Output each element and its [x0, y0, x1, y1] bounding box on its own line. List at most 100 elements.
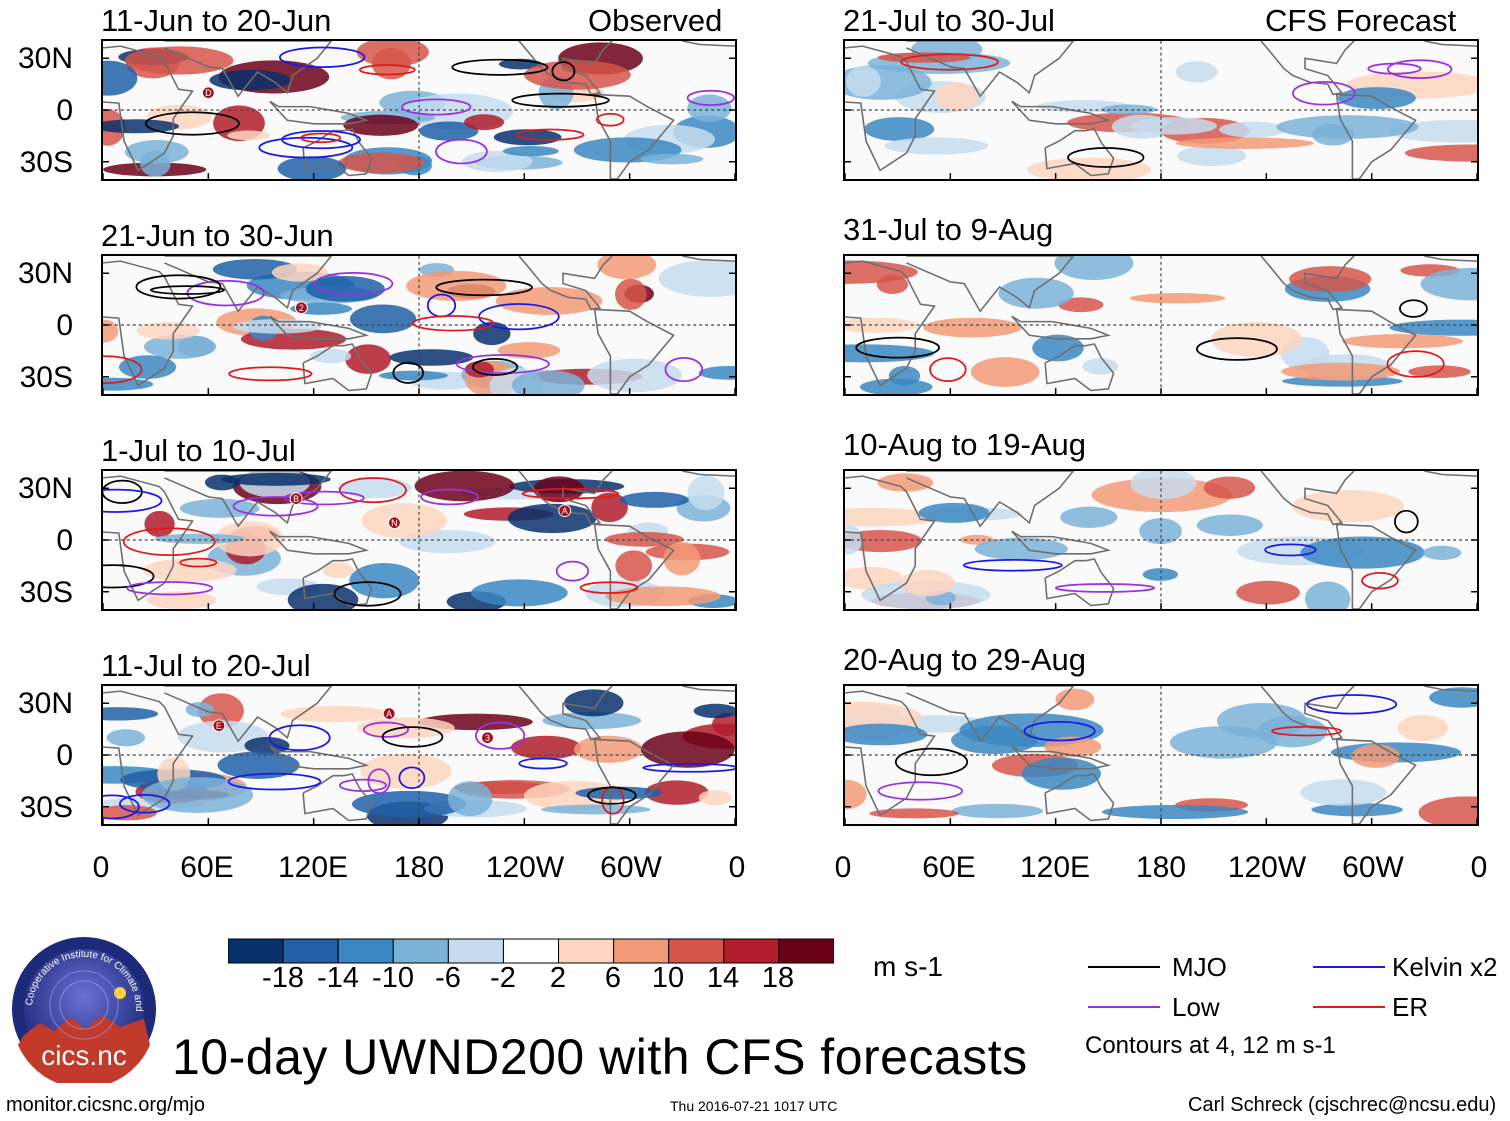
coastline	[269, 315, 370, 340]
anomaly-blob	[141, 777, 254, 813]
contour-low	[877, 781, 964, 801]
contour-low	[401, 98, 472, 116]
anomaly-blob	[214, 521, 284, 557]
contour-mjo	[855, 336, 941, 359]
storm-marker	[387, 516, 401, 530]
storm-marker-label: A	[562, 506, 568, 516]
contour-low	[232, 496, 319, 517]
coastline	[1424, 471, 1477, 477]
anomaly-blob	[204, 474, 240, 491]
contour-mjo	[1196, 337, 1278, 361]
coastline	[1424, 686, 1477, 692]
coastline	[1011, 100, 1112, 125]
coastline	[1011, 530, 1112, 555]
anomaly-blob	[227, 130, 270, 141]
anomaly-blob	[1236, 580, 1300, 605]
anomaly-blob	[379, 370, 448, 381]
legend-line-er	[1313, 1006, 1385, 1008]
anomaly-blob	[493, 129, 562, 146]
map-panel-fcst-2	[843, 254, 1479, 396]
x-tick-180-left: 180	[393, 851, 445, 884]
anomaly-blob	[106, 729, 146, 747]
x-tick-60e-left: 60E	[180, 851, 234, 884]
anomaly-blob	[462, 150, 533, 172]
legend-label-er: ER	[1392, 992, 1429, 1022]
contour-kelvin-x2	[268, 724, 331, 752]
coastline	[593, 738, 675, 824]
coastline	[302, 128, 373, 177]
anomaly-blob	[605, 586, 721, 607]
coastline	[1335, 523, 1417, 609]
anomaly-blob	[124, 140, 189, 164]
footer-author: Carl Schreck (cjschrec@ncsu.edu)	[1188, 1094, 1497, 1116]
legend-label-kelvin: Kelvin x2	[1392, 952, 1498, 982]
anomaly-blob	[349, 304, 417, 334]
y-tick-30s-4: 30S	[19, 791, 73, 824]
anomaly-blob	[923, 317, 1022, 338]
anomaly-blob	[698, 365, 735, 380]
anomaly-blob	[1281, 362, 1401, 381]
anomaly-blob	[511, 370, 585, 394]
coastline	[164, 41, 333, 98]
coastline	[593, 308, 675, 394]
map-panel-fcst-3	[843, 469, 1479, 611]
anomaly-blob	[1058, 297, 1104, 313]
contour-low	[313, 272, 394, 296]
anomaly-blob	[146, 591, 217, 609]
y-tick-0-2: 0	[56, 309, 73, 342]
contour-low	[339, 778, 388, 792]
anomaly-blob	[349, 563, 420, 599]
anomaly-blob	[663, 541, 701, 576]
colorbar-swatch	[447, 938, 504, 964]
contour-mjo	[103, 479, 143, 504]
anomaly-blob	[136, 322, 200, 340]
map-panel-obs-1: D	[101, 39, 737, 181]
anomaly-blob	[414, 471, 515, 502]
y-tick-30n-3: 30N	[17, 472, 73, 505]
panel-source-cfs: CFS Forecast	[1265, 3, 1457, 38]
anomaly-blob	[1130, 471, 1197, 500]
colorbar-label: 10	[651, 962, 685, 994]
footer-timestamp: Thu 2016-07-21 1017 UTC	[670, 1098, 838, 1114]
contour-low	[1387, 59, 1453, 79]
anomaly-blob	[471, 579, 568, 607]
anomaly-blob	[541, 804, 651, 815]
contour-kelvin-x2	[258, 136, 354, 159]
anomaly-blob	[619, 491, 689, 508]
panel-title-5: 21-Jul to 30-Jul	[843, 3, 1055, 38]
contour-kelvin-x2	[962, 558, 1063, 572]
anomaly-blob	[974, 537, 1068, 561]
contour-kelvin-x2	[642, 763, 735, 773]
contour-kelvin-x2	[227, 772, 322, 791]
anomaly-blob	[573, 735, 643, 763]
contour-er	[339, 477, 407, 504]
anomaly-blob	[524, 60, 631, 90]
storm-marker-label: B	[293, 494, 299, 504]
x-tick-120e-left: 120E	[277, 851, 349, 884]
footer-url[interactable]: monitor.cicsnc.org/mjo	[6, 1094, 205, 1116]
storm-marker	[201, 86, 215, 100]
contour-mjo	[511, 92, 610, 108]
anomaly-blob	[1175, 61, 1218, 83]
anomaly-blob	[934, 82, 979, 111]
contour-note: Contours at 4, 12 m s-1	[1085, 1032, 1336, 1059]
panel-source-observed: Observed	[588, 3, 723, 38]
contour-kelvin-x2	[103, 794, 140, 820]
anomaly-blob	[447, 781, 493, 817]
contour-er	[122, 527, 216, 556]
coastline	[302, 558, 373, 607]
map-panel-obs-4: 3 E A	[101, 684, 737, 826]
contour-kelvin-x2	[1264, 543, 1317, 557]
contour-kelvin-x2	[478, 303, 560, 331]
panel-title-8: 20-Aug to 29-Aug	[843, 642, 1087, 677]
colorbar-label: -18	[262, 962, 304, 994]
contour-mjo	[381, 726, 444, 748]
anomaly-blob	[845, 529, 923, 553]
colorbar-label: -10	[372, 962, 414, 994]
coastline	[1424, 256, 1477, 262]
anomaly-blob	[198, 693, 244, 729]
contour-er	[300, 132, 342, 144]
anomaly-blob	[1203, 476, 1256, 499]
contour-er	[103, 355, 143, 384]
contour-kelvin-x2	[278, 46, 366, 69]
